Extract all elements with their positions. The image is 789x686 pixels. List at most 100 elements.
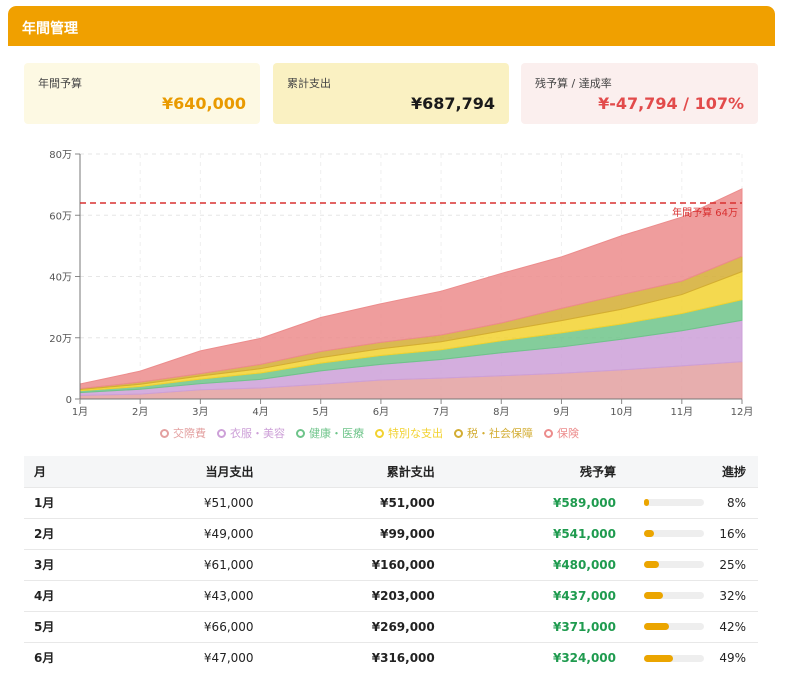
y-tick-label: 60万 [49,211,72,222]
y-tick-label: 40万 [49,273,72,284]
col-remaining: 残予算 [579,464,616,479]
x-tick-label: 6月 [373,406,389,418]
legend-label: 衣服・美容 [230,427,285,440]
annual-management-panel: 年間管理 年間予算 ¥640,000 累計支出 ¥687,794 残予算 / 達… [8,6,775,686]
legend-label: 交際費 [173,427,206,440]
x-tick-label: 4月 [252,406,268,418]
row-spend: ¥47,000 [112,641,266,673]
row-cumulative: ¥160,000 [265,548,447,580]
legend-item[interactable]: 衣服・美容 [217,425,285,441]
row-progress: 25% [628,548,758,580]
panel-header: 年間管理 [8,6,775,46]
row-month: 4月 [24,579,113,611]
progress-percent: 49% [719,651,746,665]
monthly-table: 月 当月支出 累計支出 残予算 進捗 1月 ¥51,000 ¥51,000 ¥589,… [24,456,758,673]
col-spend: 当月支出 [205,464,254,479]
x-tick-label: 3月 [192,406,208,418]
progress-bar [644,654,704,662]
legend-marker-icon [296,428,305,438]
annual-budget-label: 年間予算 [38,77,82,90]
legend-label: 保険 [557,427,579,440]
table-row: 4月 ¥43,000 ¥203,000 ¥437,000 32% [24,579,758,611]
annual-budget-value: ¥640,000 [161,94,246,113]
y-tick-label: 0 [66,395,72,406]
progress-bar [644,561,704,569]
row-cumulative: ¥99,000 [265,517,447,549]
legend-marker-icon [454,428,463,438]
legend-item[interactable]: 税・社会保障 [454,425,533,441]
row-remaining: ¥437,000 [446,579,628,611]
cumulative-spend-label: 累計支出 [287,77,331,90]
progress-percent: 16% [719,526,746,541]
progress-percent: 32% [719,588,746,603]
row-month: 6月 [24,641,113,673]
progress-fill [644,623,669,631]
table-row: 2月 ¥49,000 ¥99,000 ¥541,000 16% [24,517,758,549]
table-row: 3月 ¥61,000 ¥160,000 ¥480,000 25% [24,548,758,580]
table-header-row: 月 当月支出 累計支出 残予算 進捗 [24,456,758,487]
annual-budget-card: 年間予算 ¥640,000 [24,63,260,124]
x-tick-label: 9月 [553,406,569,418]
area-series-6 [79,188,743,390]
x-tick-label: 5月 [313,406,329,418]
row-spend: ¥61,000 [112,548,266,580]
legend-marker-icon [160,428,169,438]
progress-fill [644,561,659,569]
y-tick-label: 20万 [49,334,72,345]
chart-legend: 交際費 衣服・美容 健康・医療 特別な支出 税・社会保障 保険 [160,425,579,441]
cumulative-spend-card: 累計支出 ¥687,794 [273,63,509,124]
legend-label: 健康・医療 [309,427,364,440]
row-month: 2月 [24,517,113,549]
progress-bar [644,623,704,631]
row-remaining: ¥480,000 [446,548,628,580]
budget-reference-label: 年間予算 64万 [672,206,738,219]
progress-fill [644,654,673,662]
progress-percent: 25% [719,557,746,572]
legend-label: 税・社会保障 [467,427,533,440]
row-cumulative: ¥269,000 [265,610,447,642]
row-cumulative: ¥316,000 [265,641,447,673]
row-spend: ¥51,000 [112,486,266,518]
row-remaining: ¥324,000 [446,641,628,673]
row-progress: 16% [628,517,758,549]
x-tick-label: 10月 [610,406,633,418]
legend-marker-icon [217,428,226,438]
progress-bar [644,499,704,507]
x-tick-label: 11月 [670,406,693,418]
x-tick-label: 2月 [132,406,148,418]
row-progress: 49% [628,641,758,673]
y-tick-label: 80万 [49,150,72,161]
col-month: 月 [34,464,47,479]
row-progress: 32% [628,579,758,611]
row-month: 3月 [24,548,113,580]
row-remaining: ¥371,000 [446,610,628,642]
row-spend: ¥49,000 [112,517,266,549]
col-progress: 進捗 [721,464,746,479]
row-progress: 8% [628,486,758,518]
x-tick-label: 8月 [493,406,509,418]
remaining-budget-card: 残予算 / 達成率 ¥-47,794 / 107% [521,63,758,124]
legend-item[interactable]: 保険 [544,425,579,441]
progress-fill [644,530,654,538]
legend-item[interactable]: 健康・医療 [296,425,364,441]
table-row: 6月 ¥47,000 ¥316,000 ¥324,000 49% [24,641,758,673]
col-cumulative: 累計支出 [386,464,435,479]
legend-item[interactable]: 特別な支出 [375,425,443,441]
x-tick-label: 1月 [72,406,88,418]
row-month: 1月 [24,486,113,518]
progress-percent: 8% [726,495,746,510]
x-tick-label: 12月 [731,406,754,418]
progress-fill [644,499,649,507]
stacked-area-chart: 0 20万 40万 60万 80万 1月 2月 3月 4月 5月 6月 7月 8月 9月 10月 11月 12月… [49,150,754,418]
row-spend: ¥43,000 [112,579,266,611]
row-progress: 42% [628,610,758,642]
remaining-budget-label: 残予算 / 達成率 [535,77,612,90]
legend-item[interactable]: 交際費 [160,425,206,441]
row-cumulative: ¥51,000 [265,486,447,518]
row-month: 5月 [24,610,113,642]
table-row: 1月 ¥51,000 ¥51,000 ¥589,000 8% [24,486,758,518]
cumulative-spend-value: ¥687,794 [410,94,495,113]
progress-fill [644,592,663,600]
row-remaining: ¥589,000 [446,486,628,518]
remaining-budget-value: ¥-47,794 / 107% [598,94,744,113]
